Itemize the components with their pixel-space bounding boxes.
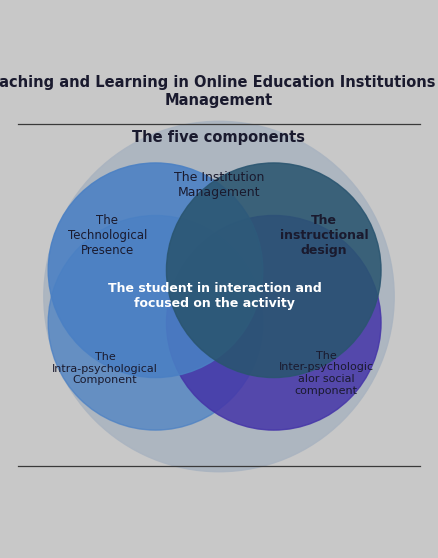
Text: The
Inter-psychologic
alor social
component: The Inter-psychologic alor social compon… — [279, 351, 374, 396]
Text: The
Intra-psychological
Component: The Intra-psychological Component — [52, 352, 158, 386]
Text: The Institution
Management: The Institution Management — [174, 171, 264, 199]
Circle shape — [166, 163, 381, 378]
Circle shape — [48, 215, 263, 430]
Circle shape — [44, 121, 394, 472]
Text: The
instructional
design: The instructional design — [280, 214, 368, 257]
Circle shape — [48, 163, 263, 378]
Text: Teaching and Learning in Online Education Institutions in
Management: Teaching and Learning in Online Educatio… — [0, 75, 438, 108]
Text: The student in interaction and
focused on the activity: The student in interaction and focused o… — [108, 282, 321, 310]
Text: The
Technological
Presence: The Technological Presence — [67, 214, 147, 257]
Circle shape — [166, 215, 381, 430]
Text: The five components: The five components — [133, 130, 305, 145]
